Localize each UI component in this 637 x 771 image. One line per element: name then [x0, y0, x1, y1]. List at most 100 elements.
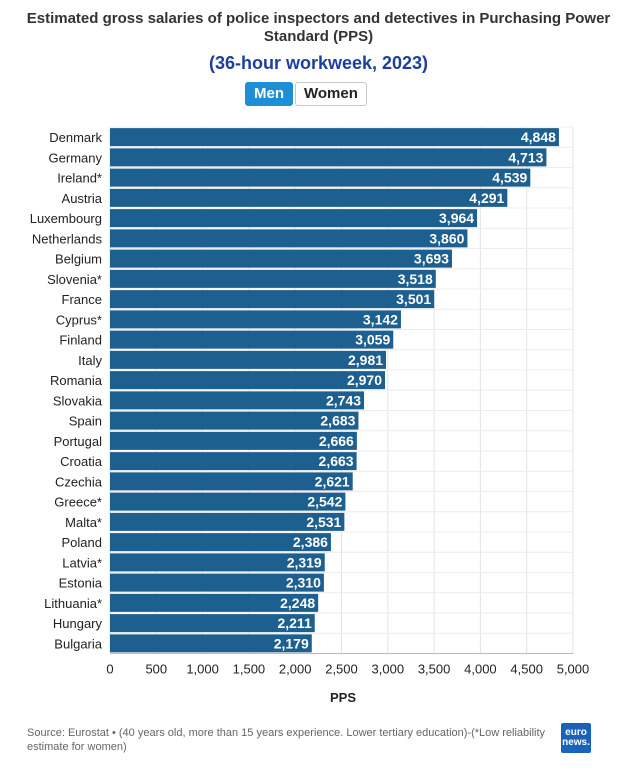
source-note: Source: Eurostat • (40 years old, more t… [27, 727, 546, 753]
data-label: 4,848 [521, 129, 556, 145]
chart-subtitle: (36-hour workweek, 2023) [208, 53, 429, 73]
category-label: Luxembourg [30, 211, 102, 226]
category-label: Slovenia* [47, 272, 102, 287]
x-tick-label: 1,000 [186, 662, 219, 677]
bar [110, 512, 345, 531]
bar [110, 148, 547, 167]
category-label: Czechia [55, 474, 103, 489]
bar [110, 188, 508, 207]
data-label: 3,501 [396, 291, 431, 307]
data-label: 2,386 [293, 534, 328, 550]
category-label: Ireland* [57, 171, 102, 186]
euronews-logo: euro news. [561, 723, 591, 753]
bar [110, 411, 359, 430]
category-label: Slovakia [53, 393, 103, 408]
bar [110, 614, 315, 633]
bar [110, 330, 394, 349]
data-label: 2,981 [348, 352, 383, 368]
data-label: 2,531 [306, 514, 341, 530]
data-label: 4,291 [469, 190, 504, 206]
data-label: 2,211 [277, 615, 311, 631]
category-label: Belgium [55, 252, 102, 267]
category-label: Portugal [54, 434, 103, 449]
category-label: Netherlands [32, 231, 103, 246]
data-label: 2,666 [319, 433, 354, 449]
bar [110, 269, 436, 288]
bar [110, 128, 559, 147]
data-label: 3,518 [398, 271, 433, 287]
data-label: 3,860 [429, 230, 464, 246]
bar [110, 593, 319, 612]
category-label: Germany [49, 150, 103, 165]
category-label: Estonia [59, 576, 103, 591]
data-label: 2,683 [320, 413, 355, 429]
data-label: 3,059 [355, 332, 390, 348]
bar [110, 634, 312, 653]
data-label: 3,964 [439, 210, 474, 226]
category-label: Italy [78, 353, 102, 368]
data-label: 4,713 [508, 149, 543, 165]
bar [110, 371, 386, 390]
category-label: Romania [50, 373, 103, 388]
data-label: 3,142 [363, 311, 398, 327]
category-label: Austria [62, 191, 103, 206]
data-label: 2,970 [347, 372, 382, 388]
data-label: 2,743 [326, 392, 361, 408]
bar [110, 573, 324, 592]
x-tick-label: 5,000 [557, 662, 590, 677]
category-label: Greece* [54, 495, 102, 510]
category-label: Latvia* [62, 555, 102, 570]
bar [110, 249, 452, 268]
bar [110, 391, 365, 410]
x-tick-label: 4,500 [510, 662, 543, 677]
category-label: Finland [59, 333, 102, 348]
category-label: France [62, 292, 102, 307]
logo-line-1: euro [565, 727, 587, 738]
data-label: 3,693 [414, 251, 449, 267]
x-tick-label: 0 [106, 662, 113, 677]
data-label: 2,621 [315, 473, 350, 489]
category-label: Bulgaria [54, 636, 102, 651]
bar [110, 472, 353, 491]
category-label: Poland [62, 535, 102, 550]
category-label: Hungary [53, 616, 103, 631]
bar [110, 492, 346, 511]
x-axis-title: PPS [330, 690, 357, 705]
chart-title: Estimated gross salaries of police inspe… [26, 10, 611, 45]
logo-line-2: news. [562, 737, 590, 748]
men-toggle-button[interactable]: Men [245, 82, 293, 106]
category-label: Malta* [65, 515, 102, 530]
data-label: 2,542 [307, 494, 342, 510]
x-tick-label: 4,000 [464, 662, 497, 677]
category-label: Denmark [49, 130, 102, 145]
bar [110, 452, 357, 471]
bar [110, 168, 531, 187]
x-tick-label: 500 [145, 662, 167, 677]
category-label: Cyprus* [56, 312, 102, 327]
data-label: 4,539 [492, 170, 527, 186]
x-tick-label: 3,500 [418, 662, 451, 677]
bar [110, 209, 478, 228]
x-tick-label: 3,000 [372, 662, 405, 677]
women-toggle-button[interactable]: Women [295, 82, 367, 106]
bar [110, 553, 325, 572]
bar [110, 229, 468, 248]
gender-toggle: Men Women [245, 82, 369, 106]
data-label: 2,310 [286, 575, 321, 591]
x-tick-label: 2,000 [279, 662, 312, 677]
bar [110, 431, 357, 450]
category-label: Croatia [60, 454, 103, 469]
data-label: 2,179 [274, 635, 309, 651]
bar [110, 290, 435, 309]
data-label: 2,319 [287, 554, 322, 570]
bar [110, 310, 401, 329]
data-label: 2,248 [280, 595, 315, 611]
x-tick-label: 1,500 [233, 662, 266, 677]
category-label: Lithuania* [44, 596, 102, 611]
bar [110, 533, 331, 552]
category-label: Spain [69, 414, 102, 429]
x-tick-label: 2,500 [325, 662, 358, 677]
bar-chart: Denmark 4,848 Germany 4,713 Ireland* 4,539 Aus… [30, 126, 590, 677]
bar [110, 350, 387, 369]
data-label: 2,663 [319, 453, 354, 469]
